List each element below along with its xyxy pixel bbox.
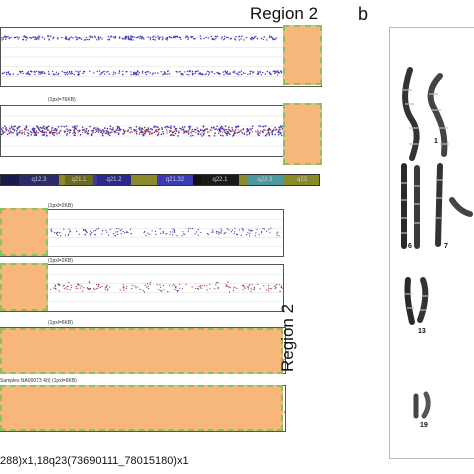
scatter-plot-1 bbox=[1, 35, 321, 77]
region-highlight-4 bbox=[0, 263, 48, 311]
band-q21-2: q21.2 bbox=[97, 175, 131, 185]
chromosome-7-b bbox=[449, 197, 473, 217]
region-highlight-6 bbox=[0, 385, 283, 431]
region-highlight-5 bbox=[0, 328, 283, 374]
scatter-plot-4 bbox=[1, 273, 283, 303]
band-q22-3: q22.3 bbox=[247, 175, 283, 185]
plot-panel-1 bbox=[0, 27, 322, 87]
band-q21-32: q21.32 bbox=[157, 175, 193, 185]
region-2-top-label: Region 2 bbox=[250, 4, 319, 23]
band-q12-3: q12.3 bbox=[19, 175, 59, 185]
region-highlight-2 bbox=[283, 103, 322, 165]
chromosome-19-b bbox=[421, 391, 431, 419]
chromosome-1-b bbox=[427, 73, 448, 157]
panel-5-label: (1pxl=6KB) bbox=[48, 320, 73, 326]
scatter-plot-2 bbox=[1, 115, 321, 147]
scatter-plot-3 bbox=[1, 218, 283, 248]
plot-panel-2 bbox=[0, 105, 322, 157]
chromosome-label-1: 1 bbox=[434, 138, 438, 145]
chromosome-label-6: 6 bbox=[408, 243, 412, 250]
chromosome-label-7: 7 bbox=[444, 243, 448, 250]
panel-b-letter: b bbox=[358, 4, 369, 24]
band-q23: q23 bbox=[283, 175, 319, 185]
cnv-caption: 288)x1,18q23(73690111_78015180)x1 bbox=[0, 455, 189, 467]
chromosome-1-a bbox=[402, 67, 420, 161]
region-highlight-1 bbox=[283, 25, 322, 85]
band-q21-1: q21.1 bbox=[65, 175, 93, 185]
panel-2-label: (1pxl=76KB) bbox=[48, 97, 76, 103]
chromosome-label-13: 13 bbox=[418, 328, 426, 335]
karyotype-image bbox=[401, 67, 473, 419]
chromosome-ideogram: q12.3 q21.1 q21.2 q21.32 q22.1 q22.3 q23 bbox=[0, 174, 320, 186]
panel-3-label: (1pxl=2KB) bbox=[48, 203, 73, 209]
chromosome-13-b bbox=[417, 277, 429, 323]
region-highlight-3 bbox=[0, 208, 48, 256]
chromosome-7-a bbox=[435, 163, 443, 247]
region-2-side-label: Region 2 bbox=[278, 303, 297, 372]
band-q22-1: q22.1 bbox=[201, 175, 239, 185]
panel-6-label: Samples NA00073 4(t) (1pxl=6KB) bbox=[0, 378, 77, 384]
chromosome-label-19: 19 bbox=[420, 422, 428, 429]
chromosome-13-a bbox=[404, 277, 415, 325]
karyotype-panel: 1 6 7 13 19 bbox=[389, 27, 474, 459]
panel-4-label: (1pxl=2KB) bbox=[48, 258, 73, 264]
